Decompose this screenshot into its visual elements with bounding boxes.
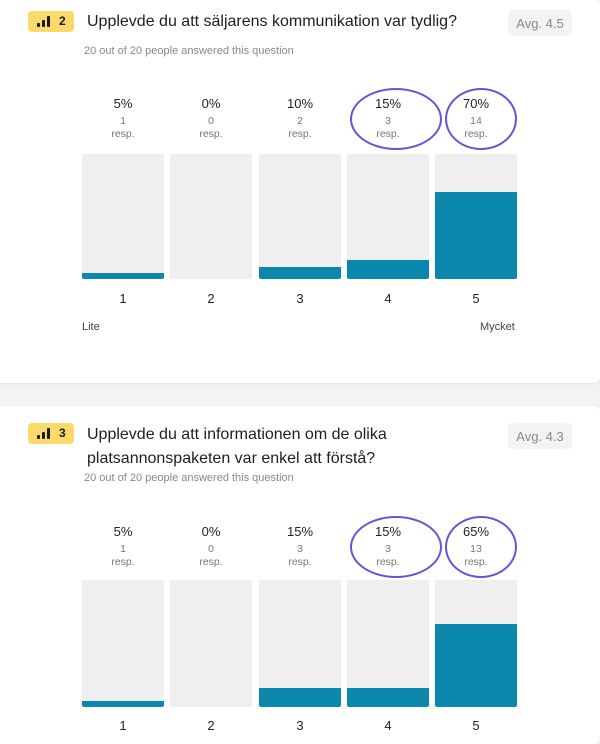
highlight-circle [445,516,517,578]
question-title: Upplevde du att säljarens kommunikation … [87,13,457,30]
x-tick-label: 4 [384,291,392,306]
scale-high-label: Mycket [480,321,515,333]
bar-track [259,154,341,279]
x-tick-label: 2 [207,291,215,306]
bar-track [435,580,517,707]
bar-count: 1 [120,543,126,555]
bar-track [347,154,429,279]
bar-value-label: 5% 1 resp. [82,524,164,569]
highlight-circle [445,88,517,150]
bar-track [259,580,341,707]
bar-value-label: 10% 2 resp. [259,96,341,141]
bar-chart-icon [37,16,51,27]
x-tick-label: 5 [472,718,480,733]
bar-percent: 5% [113,524,133,539]
bar-track [435,154,517,279]
bar-track [170,154,252,279]
answered-count: 20 out of 20 people answered this questi… [84,472,294,484]
bar-count-unit: resp. [288,556,312,568]
bar-chart-icon [37,428,51,439]
bar-count: 1 [120,115,126,127]
question-number: 3 [59,426,66,440]
question-card: 2 Upplevde du att säljarens kommunikatio… [0,0,600,383]
bar-count: 0 [208,543,214,555]
bar-count-unit: resp. [111,556,135,568]
bar [347,687,429,707]
question-card: 3 Upplevde du att informationen om de ol… [0,406,600,744]
bar-count-unit: resp. [199,556,223,568]
x-tick-label: 1 [119,291,127,306]
question-number: 2 [59,14,66,28]
x-tick-label: 1 [119,718,127,733]
bar-track [82,154,164,279]
average-badge: Avg. 4.5 [508,10,572,36]
answered-count: 20 out of 20 people answered this questi… [84,45,294,57]
bar-count: 0 [208,115,214,127]
bar-percent: 0% [201,96,221,111]
bar [259,687,341,707]
bar-track [347,580,429,707]
bar-percent: 5% [113,96,133,111]
highlight-circle [350,88,442,150]
bar [82,700,164,707]
bar-count: 3 [297,543,303,555]
question-badge: 2 [28,11,74,32]
bar-count: 2 [297,115,303,127]
x-tick-label: 4 [384,718,392,733]
bar [347,260,429,279]
bar-value-label: 0% 0 resp. [170,96,252,141]
bar-count-unit: resp. [111,128,135,140]
question-badge: 3 [28,423,74,444]
bar-count-unit: resp. [288,128,312,140]
average-badge: Avg. 4.3 [508,423,572,449]
question-title: Upplevde du att informationen om de olik… [87,426,387,467]
x-tick-label: 5 [472,291,480,306]
highlight-circle [350,516,442,578]
bar-value-label: 15% 3 resp. [259,524,341,569]
bar-percent: 15% [286,524,314,539]
bar-percent: 10% [286,96,314,111]
x-tick-label: 3 [296,718,304,733]
bar-value-label: 0% 0 resp. [170,524,252,569]
x-tick-label: 3 [296,291,304,306]
x-tick-label: 2 [207,718,215,733]
bar-track [82,580,164,707]
bar-percent: 0% [201,524,221,539]
bar-track [170,580,252,707]
bar [435,624,517,707]
bar [82,272,164,279]
bar-value-label: 5% 1 resp. [82,96,164,141]
scale-low-label: Lite [82,321,100,333]
bar-count-unit: resp. [199,128,223,140]
bar [259,266,341,279]
bar [435,191,517,279]
